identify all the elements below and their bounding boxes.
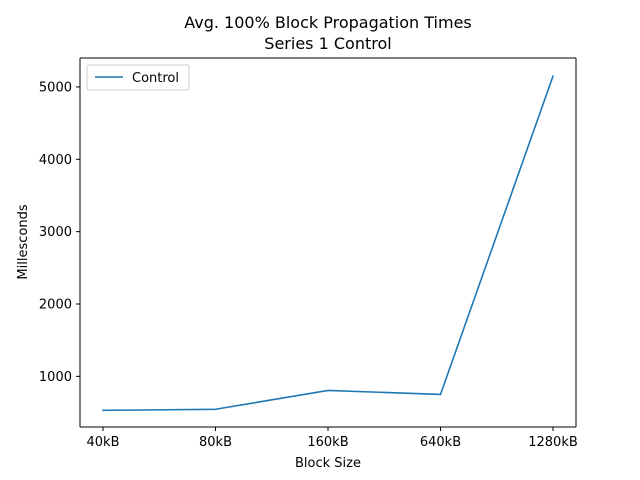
x-tick-label: 160kB — [307, 435, 348, 450]
y-tick-label: 1000 — [39, 370, 72, 385]
y-tick-label: 2000 — [39, 298, 72, 313]
x-axis-label: Block Size — [295, 456, 361, 471]
series-layer — [102, 75, 555, 412]
series-line-control — [102, 75, 555, 412]
x-axis: 40kB 80kB 160kB 640kB 1280kB — [87, 427, 578, 450]
legend-box — [86, 64, 190, 91]
legend-label: Control — [132, 71, 179, 86]
legend: Control — [86, 64, 190, 91]
plot-area — [80, 58, 576, 427]
x-tick-label: 40kB — [87, 435, 120, 450]
y-tick-label: 4000 — [39, 153, 72, 168]
x-tick-label: 80kB — [199, 435, 232, 450]
x-tick-label: 1280kB — [528, 435, 578, 450]
chart-subtitle: Series 1 Control — [264, 34, 391, 53]
y-tick-label: 5000 — [39, 80, 72, 95]
x-tick-label: 640kB — [420, 435, 461, 450]
y-tick-label: 3000 — [39, 225, 72, 240]
chart-title: Avg. 100% Block Propagation Times — [184, 13, 472, 32]
y-axis: 1000 2000 3000 4000 5000 — [39, 80, 80, 385]
y-axis-label: Millesconds — [16, 204, 31, 279]
